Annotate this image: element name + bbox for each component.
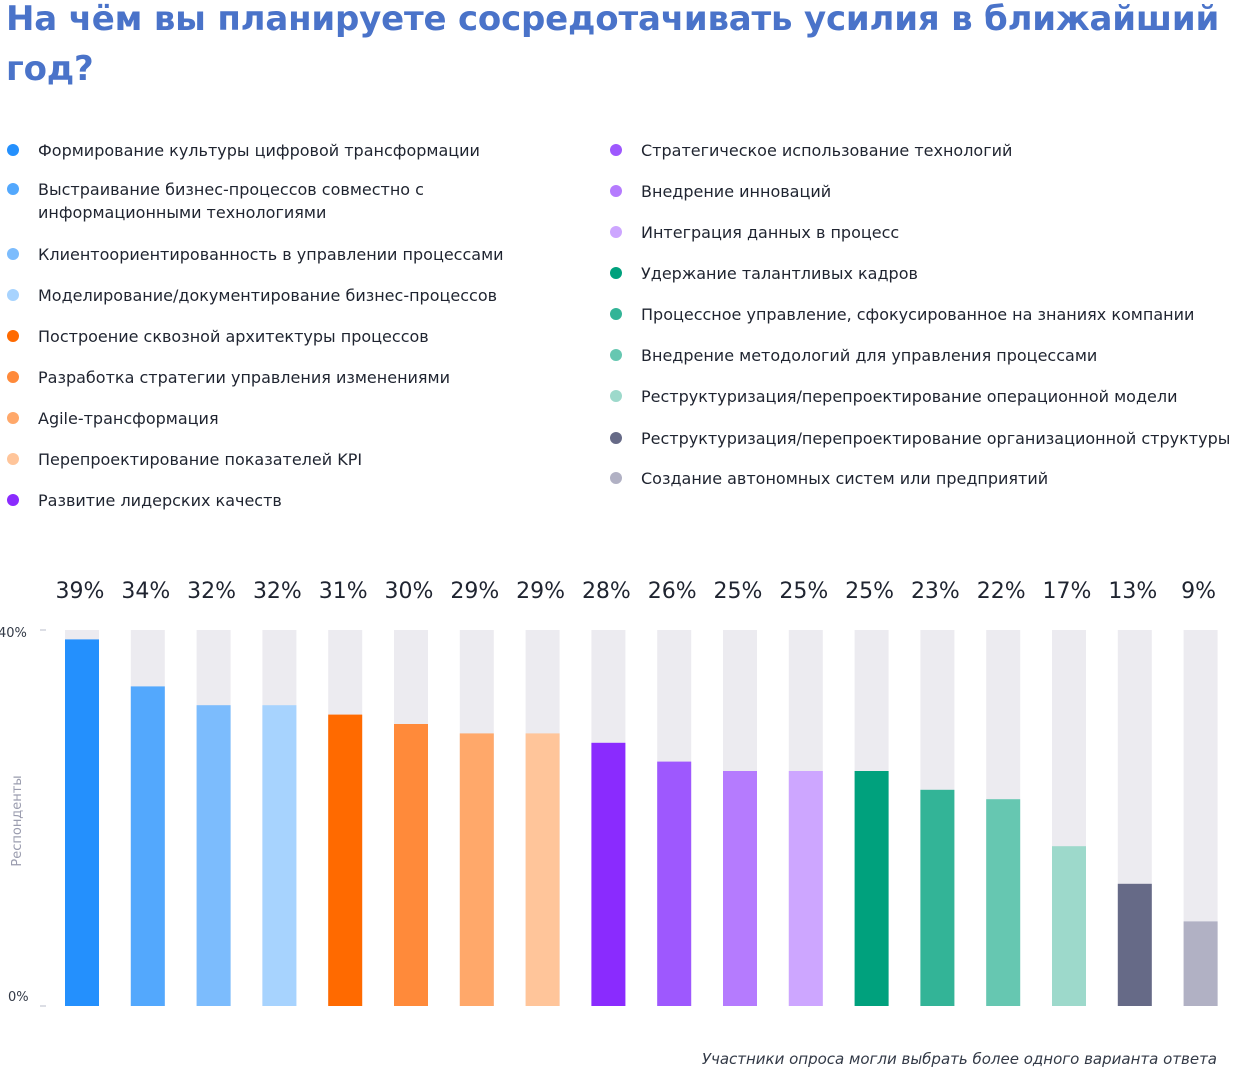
y-tick-label: 40% [0, 626, 27, 641]
legend-label: Построение сквозной архитектуры процессо… [38, 327, 429, 346]
legend-item: Создание автономных систем или предприят… [610, 467, 1235, 490]
legend-swatch [610, 267, 622, 279]
legend-label: Создание автономных систем или предприят… [641, 469, 1049, 488]
bar [986, 799, 1021, 1006]
bar [920, 789, 955, 1006]
legend-label: Выстраивание бизнес-процессов совместно … [38, 180, 424, 222]
legend-label: Внедрение инноваций [641, 182, 832, 201]
legend-swatch [610, 144, 622, 156]
legend-label: Стратегическое использование технологий [641, 141, 1013, 160]
bar [1052, 846, 1086, 1006]
legend-item: Внедрение методологий для управления про… [610, 344, 1235, 367]
bar-value-label: 29% [450, 579, 499, 604]
bar-value-label: 34% [121, 579, 170, 604]
legend-item: Стратегическое использование технологий [610, 139, 1235, 162]
legend-swatch [7, 371, 19, 383]
bar-value-label: 31% [319, 579, 368, 604]
legend-item: Перепроектирование показателей KPI [7, 448, 567, 471]
bar-value-label: 17% [1043, 579, 1092, 604]
y-axis-label: Респонденты [10, 775, 25, 866]
legend-item: Процессное управление, сфокусированное н… [610, 303, 1235, 326]
legend-label: Внедрение методологий для управления про… [641, 346, 1098, 365]
y-tick-label: 0% [8, 990, 29, 1005]
legend-item: Разработка стратегии управления изменени… [7, 366, 567, 389]
bar [591, 742, 626, 1006]
bar [459, 733, 494, 1006]
legend-label: Процессное управление, сфокусированное н… [641, 305, 1195, 324]
bar-value-label: 22% [977, 579, 1026, 604]
bar-value-label: 25% [714, 579, 763, 604]
bar [854, 771, 889, 1006]
legend-label: Интеграция данных в процесс [641, 223, 900, 242]
bar [723, 771, 757, 1006]
bar [788, 771, 823, 1006]
bar-value-label: 13% [1108, 579, 1157, 604]
bar [657, 761, 692, 1006]
legend-label: Agile-трансформация [38, 409, 219, 428]
legend-label: Реструктуризация/перепроектирование опер… [641, 387, 1178, 406]
legend-label: Удержание талантливых кадров [641, 264, 918, 283]
bar-value-label: 29% [516, 579, 565, 604]
legend-swatch [7, 494, 19, 506]
bar-value-label: 30% [385, 579, 434, 604]
bar [394, 724, 428, 1006]
legend-swatch [7, 289, 19, 301]
legend-item: Внедрение инноваций [610, 180, 1235, 203]
bar [65, 639, 99, 1006]
legend-swatch [610, 226, 622, 238]
footnote: Участники опроса могли выбрать более одн… [701, 1050, 1217, 1068]
bar [196, 705, 231, 1006]
chart-title: На чём вы планируете сосредотачивать уси… [6, 0, 1220, 89]
bar-value-label: 28% [582, 579, 631, 604]
legend-label: Моделирование/документирование бизнес-пр… [38, 286, 498, 305]
legend-swatch [7, 453, 19, 465]
legend-item: Реструктуризация/перепроектирование опер… [610, 385, 1235, 408]
bar-value-label: 32% [253, 579, 302, 604]
bar-value-label: 26% [648, 579, 697, 604]
legend-swatch [610, 390, 622, 402]
legend-label: Перепроектирование показателей KPI [38, 450, 363, 469]
legend-swatch [7, 248, 19, 260]
bar [328, 714, 363, 1006]
bar-value-label: 25% [845, 579, 894, 604]
legend-label: Клиентоориентированность в управлении пр… [38, 245, 504, 264]
legend-swatch [610, 432, 622, 444]
bar [1183, 921, 1218, 1006]
legend-item: Клиентоориентированность в управлении пр… [7, 243, 567, 266]
legend-label: Разработка стратегии управления изменени… [38, 368, 451, 387]
legend-item: Реструктуризация/перепроектирование орга… [610, 427, 1235, 450]
legend-label: Развитие лидерских качеств [38, 491, 282, 510]
legend-label: Формирование культуры цифровой трансформ… [38, 141, 480, 160]
legend-item: Выстраивание бизнес-процессов совместно … [7, 178, 567, 224]
legend-swatch [610, 308, 622, 320]
bar-value-label: 32% [187, 579, 236, 604]
legend-swatch [610, 472, 622, 484]
bar-value-label: 23% [911, 579, 960, 604]
legend-item: Развитие лидерских качеств [7, 489, 567, 512]
bar-value-label: 39% [56, 579, 105, 604]
legend-item: Agile-трансформация [7, 407, 567, 430]
legend-swatch [7, 330, 19, 342]
legend-item: Моделирование/документирование бизнес-пр… [7, 284, 567, 307]
legend-label: Реструктуризация/перепроектирование орга… [641, 429, 1231, 448]
legend-item: Формирование культуры цифровой трансформ… [7, 139, 567, 162]
legend-item: Интеграция данных в процесс [610, 221, 1235, 244]
bar-value-label: 25% [779, 579, 828, 604]
legend-swatch [7, 144, 19, 156]
legend-item: Построение сквозной архитектуры процессо… [7, 325, 567, 348]
bar-chart: 0% 40% Респонденты 39% 34% 32% 32% 31% 30% 29% 29%… [0, 579, 1218, 1007]
bar [525, 733, 560, 1006]
legend-item: Удержание талантливых кадров [610, 262, 1235, 285]
bar [1117, 883, 1152, 1006]
legend-swatch [7, 412, 19, 424]
legend-swatch [7, 183, 19, 195]
bar-value-label: 9% [1181, 579, 1216, 604]
legend-swatch [610, 349, 622, 361]
bar [262, 705, 297, 1006]
bar [130, 686, 165, 1006]
legend-swatch [610, 185, 622, 197]
